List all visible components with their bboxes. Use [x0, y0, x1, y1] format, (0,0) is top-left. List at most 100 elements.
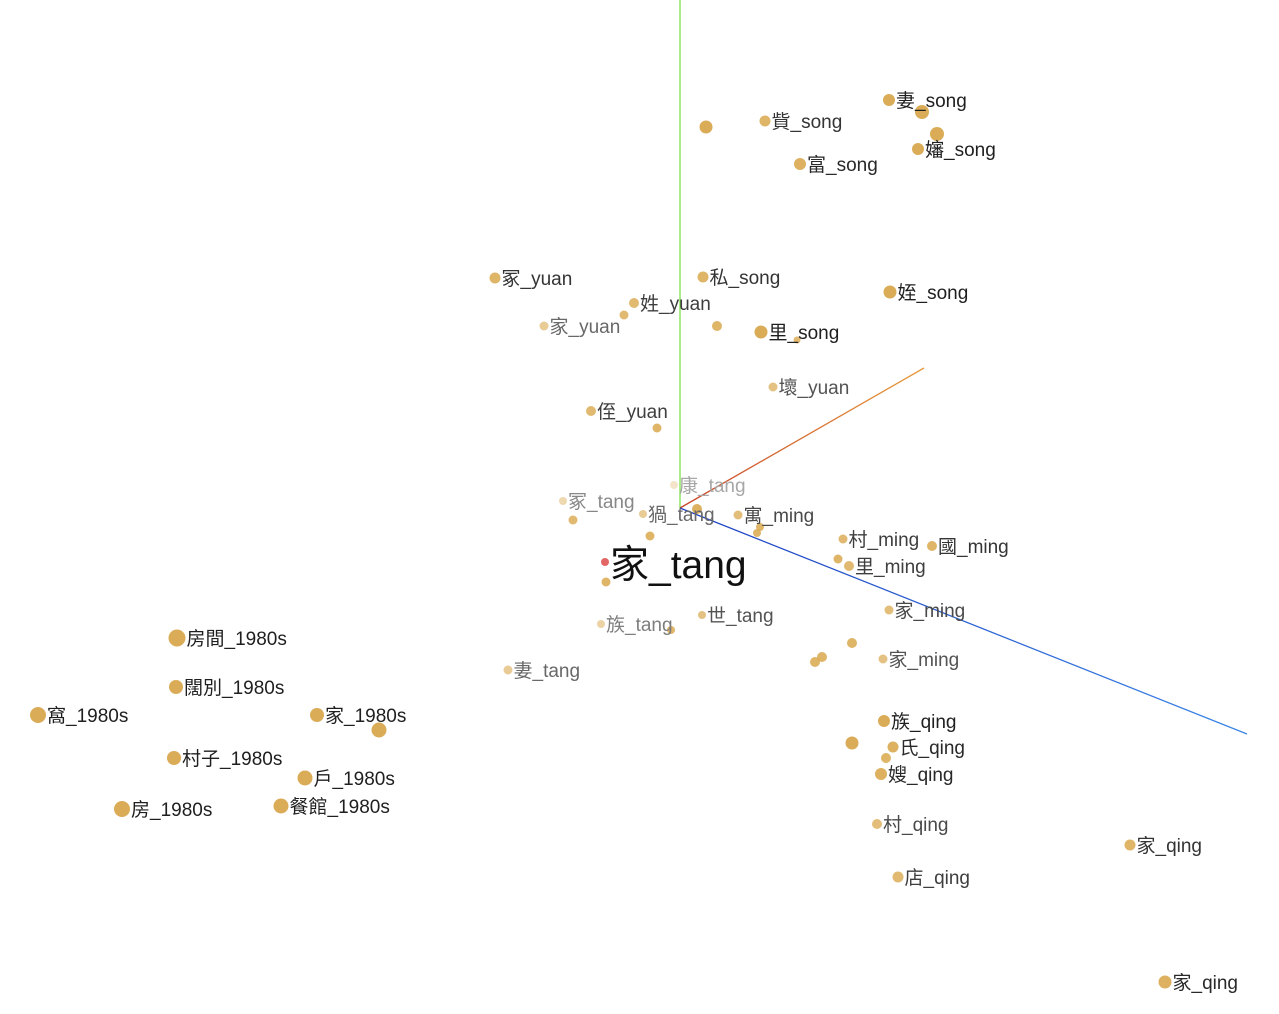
- data-point[interactable]: [639, 510, 647, 518]
- data-point[interactable]: [371, 722, 387, 738]
- data-point[interactable]: [670, 481, 678, 489]
- point-label: 猧_tang: [648, 504, 715, 526]
- data-point[interactable]: [794, 158, 806, 170]
- data-point[interactable]: [817, 652, 827, 662]
- data-point[interactable]: [1124, 839, 1136, 851]
- data-point[interactable]: [601, 558, 609, 566]
- data-point[interactable]: [114, 801, 130, 817]
- data-point[interactable]: [768, 382, 778, 392]
- data-point[interactable]: [759, 115, 771, 127]
- point-label: 店_qing: [905, 867, 971, 889]
- data-point[interactable]: [667, 626, 675, 634]
- data-point[interactable]: [699, 120, 713, 134]
- point-label: 村子_1980s: [182, 748, 282, 770]
- data-point[interactable]: [793, 336, 801, 344]
- point-label: 侄_yuan: [597, 401, 668, 423]
- data-point[interactable]: [881, 753, 891, 763]
- data-point[interactable]: [883, 285, 897, 299]
- point-label: 窩_1980s: [47, 705, 128, 727]
- data-point[interactable]: [629, 298, 639, 308]
- point-label: 族_qing: [891, 711, 957, 733]
- data-point[interactable]: [892, 871, 904, 883]
- data-point[interactable]: [872, 819, 882, 829]
- data-point[interactable]: [619, 310, 629, 320]
- point-label: 家_1980s: [325, 705, 406, 727]
- data-point[interactable]: [733, 510, 743, 520]
- points-layer: [30, 94, 1172, 989]
- data-point[interactable]: [167, 751, 181, 765]
- data-point[interactable]: [597, 620, 605, 628]
- point-label: 妻_tang: [514, 660, 581, 682]
- data-point[interactable]: [168, 629, 186, 647]
- point-label: 康_tang: [679, 475, 746, 497]
- data-point[interactable]: [273, 798, 289, 814]
- data-point[interactable]: [568, 515, 578, 525]
- data-point[interactable]: [887, 741, 899, 753]
- point-label: 闊別_1980s: [184, 677, 284, 699]
- point-label: 氏_qing: [900, 737, 966, 759]
- point-label: 貲_song: [772, 111, 843, 133]
- data-point[interactable]: [698, 611, 706, 619]
- point-label: 房_1980s: [131, 799, 212, 821]
- point-label: 家_ming: [889, 649, 960, 671]
- point-label: 姓_yuan: [640, 293, 711, 315]
- data-point[interactable]: [878, 654, 888, 664]
- point-label: 世_tang: [707, 605, 774, 627]
- point-label: 家_ming: [895, 600, 966, 622]
- data-point[interactable]: [1158, 975, 1172, 989]
- data-point[interactable]: [297, 770, 313, 786]
- data-point[interactable]: [884, 605, 894, 615]
- data-point[interactable]: [912, 143, 924, 155]
- point-label: 村_ming: [849, 529, 920, 551]
- point-label: 村_qing: [883, 814, 949, 836]
- point-label: 戶_1980s: [314, 768, 395, 790]
- data-point[interactable]: [503, 665, 513, 675]
- data-point[interactable]: [915, 105, 929, 119]
- point-label: 里_song: [769, 323, 840, 344]
- data-point[interactable]: [756, 523, 764, 531]
- data-point[interactable]: [310, 708, 324, 722]
- point-label: 家_qing: [1137, 835, 1203, 857]
- data-point[interactable]: [875, 768, 887, 780]
- point-label: 富_song: [807, 154, 878, 176]
- data-point[interactable]: [489, 272, 501, 284]
- data-point[interactable]: [845, 736, 859, 750]
- data-point[interactable]: [652, 423, 662, 433]
- data-point[interactable]: [169, 680, 183, 694]
- data-point[interactable]: [878, 715, 890, 727]
- point-label: 國_ming: [938, 537, 1009, 558]
- data-point[interactable]: [559, 497, 567, 505]
- data-point[interactable]: [586, 406, 596, 416]
- point-label: 姪_song: [898, 282, 969, 304]
- data-point[interactable]: [753, 529, 761, 537]
- point-label: 冢_yuan: [502, 269, 573, 290]
- data-point[interactable]: [601, 577, 611, 587]
- labels-layer: 妻_song 貲_song 嬸_song 富_song 冢_yuan 私_song 姪_so…: [47, 90, 1238, 994]
- data-point[interactable]: [930, 127, 944, 141]
- point-label: 冢_tang: [568, 492, 635, 513]
- data-point[interactable]: [844, 561, 854, 571]
- point-label: 家_qing: [1173, 972, 1239, 994]
- point-label: 里_ming: [855, 557, 926, 578]
- data-point[interactable]: [30, 707, 46, 723]
- data-point[interactable]: [754, 325, 768, 339]
- data-point[interactable]: [883, 94, 895, 106]
- data-point[interactable]: [833, 554, 843, 564]
- point-label: 族_tang: [606, 614, 673, 636]
- z-axis-line: [679, 367, 925, 509]
- point-label: 私_song: [710, 267, 781, 289]
- data-point[interactable]: [645, 531, 655, 541]
- data-point[interactable]: [697, 271, 709, 283]
- data-point[interactable]: [810, 657, 820, 667]
- point-label: 嬸_song: [925, 138, 996, 161]
- data-point[interactable]: [838, 534, 848, 544]
- point-label: 妻_song: [896, 90, 967, 112]
- data-point[interactable]: [539, 321, 549, 331]
- data-point[interactable]: [847, 638, 857, 648]
- data-point[interactable]: [712, 321, 722, 331]
- x-axis-line: [679, 507, 1248, 735]
- axes: [679, 0, 1248, 735]
- data-point[interactable]: [927, 541, 937, 551]
- data-point[interactable]: [692, 504, 702, 514]
